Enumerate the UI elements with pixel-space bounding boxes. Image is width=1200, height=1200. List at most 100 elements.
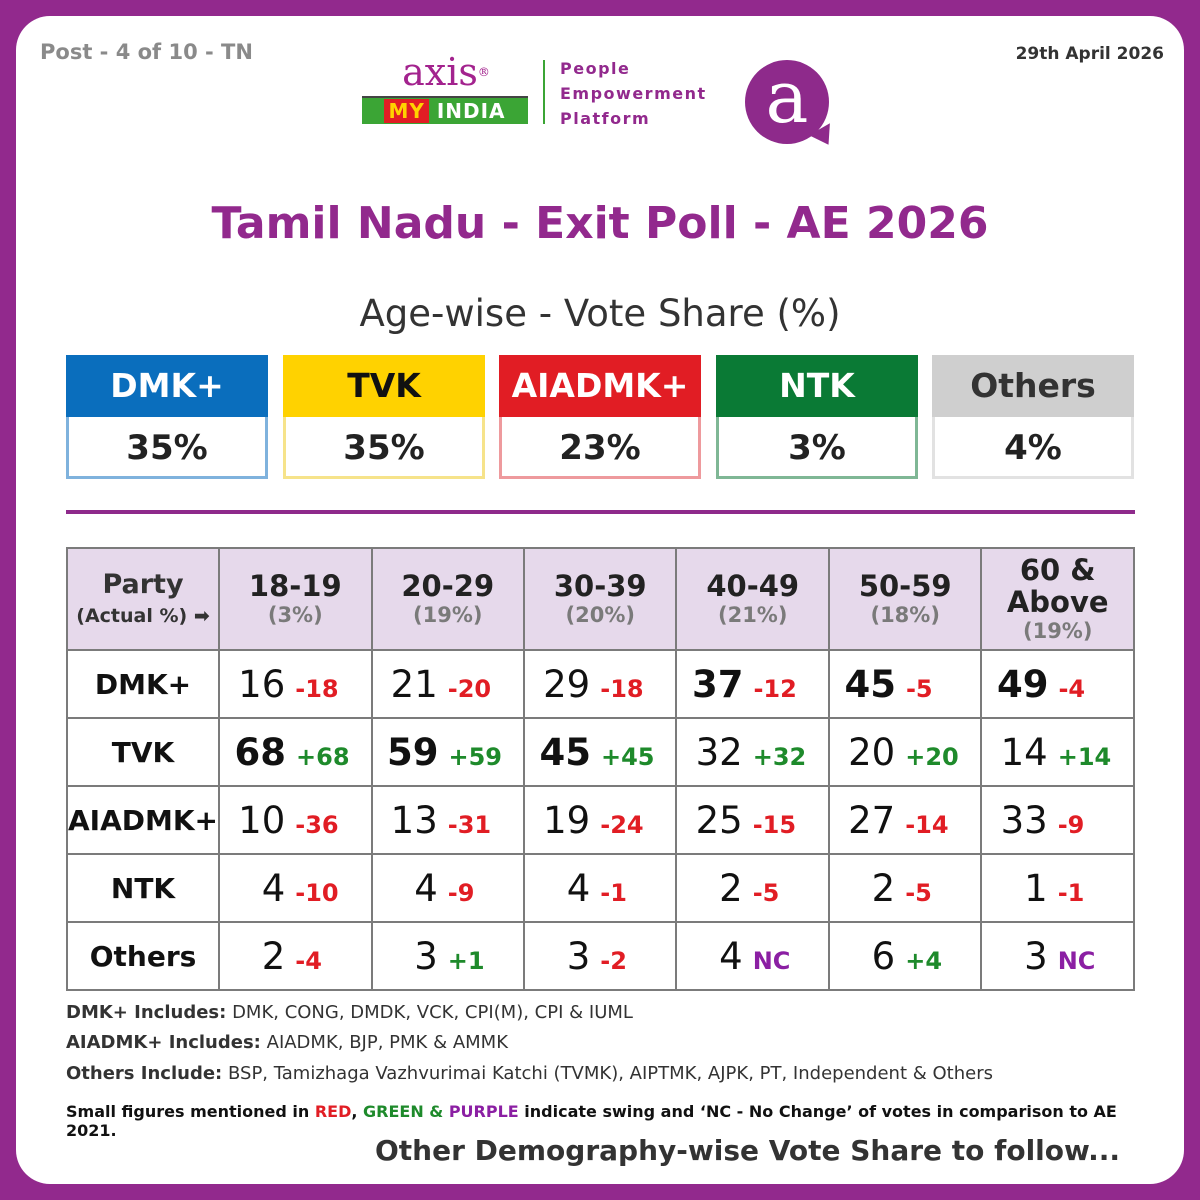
age-group-share: (21%) [717,603,788,627]
swing-value: -20 [447,674,492,703]
age-wise-table: Party (Actual %) ➡ 18-19 (3%) 20-29 (19%) 30… [65,547,1135,991]
note-dmk: DMK+ Includes: DMK, CONG, DMDK, VCK, CPI… [66,1002,633,1023]
vote-share-value: 68 [234,730,287,774]
table-header-row: Party (Actual %) ➡ 18-19 (3%) 20-29 (19%) 30… [65,547,1135,651]
date-label: 29th April 2026 [1015,44,1164,64]
table-cell: 2 -4 [218,921,373,991]
tagline-line-2: Empowerment [560,84,707,103]
table-cell: 20 +20 [827,717,983,787]
age-group-header: 18-19 (3%) [218,547,373,651]
row-party-name: Others [65,921,221,991]
age-group-header: 40-49 (21%) [675,547,830,651]
table-cell: 1 -1 [980,853,1135,923]
note-others-text: BSP, Tamizhaga Vazhvurimai Katchi (TVMK)… [227,1063,993,1084]
party-box-name: DMK+ [66,355,268,417]
party-box: AIADMK+ 23% [499,355,701,480]
table-body: DMK+ 16 -18 21 -20 29 -18 37 -12 45 -5 49 -4 TVK 68 +68… [65,649,1135,991]
post-label: Post - 4 of 10 - TN [40,40,253,64]
vote-share-value: 2 [871,866,896,910]
swing-value: +45 [600,742,655,771]
vote-share-value: 49 [996,662,1049,706]
swing-value: NC [1057,946,1096,975]
table-cell: 37 -12 [675,649,830,719]
table-cell: 59 +59 [370,717,526,787]
vote-share-value: 2 [719,866,743,910]
note-others: Others Include: BSP, Tamizhaga Vazhvurim… [66,1063,993,1084]
vote-share-value: 37 [691,662,744,706]
axis-brand-text: axis [402,50,478,94]
table-cell: 68 +68 [218,717,373,787]
party-box: Others 4% [932,355,1134,480]
vote-share-value: 33 [1000,798,1048,842]
note-others-label: Others Include: [66,1063,223,1084]
table-cell: 13 -31 [370,785,526,855]
table-cell: 3 NC [980,921,1135,991]
content-card: Post - 4 of 10 - TN 29th April 2026 axis… [16,16,1184,1184]
age-group-header: 20-29 (19%) [370,547,526,651]
table-cell: 14 +14 [980,717,1135,787]
table-row: DMK+ 16 -18 21 -20 29 -18 37 -12 45 -5 49 -4 [65,649,1135,719]
table-cell: 4 NC [675,921,830,991]
my-text: MY [384,99,429,123]
age-group-share: (20%) [565,603,635,627]
party-box-value: 4% [932,417,1134,479]
a-badge-icon: a [745,60,829,144]
swing-value: -18 [600,674,644,703]
swing-value: -5 [752,878,780,907]
party-header: Party [102,569,184,600]
table-cell: 2 -5 [827,853,983,923]
legend-comma: , [351,1102,358,1121]
swing-value: -1 [1057,878,1085,907]
vote-share-value: 4 [414,866,438,910]
table-row: TVK 68 +68 59 +59 45 +45 32 +32 20 +20 14 +14 [65,717,1135,787]
vote-share-value: 45 [844,662,896,706]
table-cell: 6 +4 [827,921,983,991]
vote-share-value: 32 [695,730,743,774]
party-box: NTK 3% [716,355,918,480]
vote-share-value: 6 [871,934,896,978]
table-cell: 25 -15 [675,785,830,855]
party-box-value: 23% [499,417,701,479]
vote-share-value: 3 [414,934,438,978]
swing-value: -4 [295,946,322,975]
swing-value: -24 [600,810,644,839]
swing-value: -2 [600,946,627,975]
table-cell: 27 -14 [827,785,983,855]
swing-value: -5 [905,674,933,703]
vote-share-value: 10 [238,798,286,842]
axis-logo-wordmark: axis® [366,52,526,92]
footer-follow: Other Demography-wise Vote Share to foll… [374,1134,1120,1167]
vote-share-value: 3 [566,934,591,978]
table-cell: 45 +45 [522,717,678,787]
note-aiadmk-text: AIADMK, BJP, PMK & AMMK [266,1032,508,1053]
table-cell: 3 -2 [522,921,678,991]
table-cell: 3 +1 [370,921,526,991]
legend-prefix: Small figures mentioned in [66,1102,310,1121]
swing-value: -31 [447,810,492,839]
tagline-line-3: Platform [560,109,651,128]
vote-share-value: 59 [387,730,439,774]
legend-purple: PURPLE [448,1102,519,1121]
age-group-label: 30-39 [553,569,647,603]
age-group-header: 60 & Above (19%) [980,547,1135,651]
vote-share-value: 45 [539,730,591,774]
party-box-name: NTK [716,355,918,417]
vote-share-value: 27 [848,798,896,842]
vote-share-value: 1 [1024,866,1048,910]
vote-share-value: 3 [1024,934,1048,978]
party-subheader: (Actual %) ➡ [76,605,210,627]
swing-value: -5 [905,878,932,907]
party-box: TVK 35% [283,355,485,480]
note-aiadmk: AIADMK+ Includes: AIADMK, BJP, PMK & AMM… [66,1032,508,1053]
swing-value: -1 [600,878,627,907]
row-party-name: DMK+ [65,649,221,719]
party-box-name: TVK [283,355,485,417]
table-cell: 4 -9 [370,853,526,923]
page-subtitle: Age-wise - Vote Share (%) [359,292,841,335]
party-box: DMK+ 35% [66,355,268,480]
swing-value: -4 [1058,674,1086,703]
vote-share-value: 29 [543,662,591,706]
india-text: INDIA [436,99,506,123]
party-box-value: 3% [716,417,918,479]
party-box-value: 35% [283,417,485,479]
